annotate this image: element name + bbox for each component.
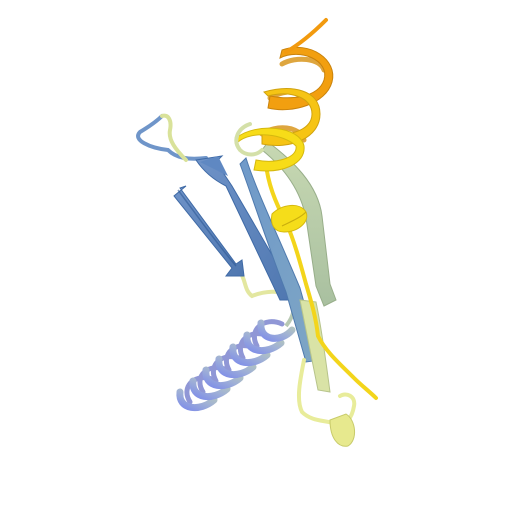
beta-strand-1 <box>173 185 245 277</box>
lower-helix <box>176 296 296 411</box>
top-left-loop-tip <box>160 113 188 162</box>
top-helix <box>234 18 334 172</box>
beta-strand-2 <box>195 155 297 301</box>
bottom-loop <box>296 358 357 447</box>
mid-helix-turn <box>271 205 308 233</box>
beta-strand-3 <box>239 157 321 363</box>
